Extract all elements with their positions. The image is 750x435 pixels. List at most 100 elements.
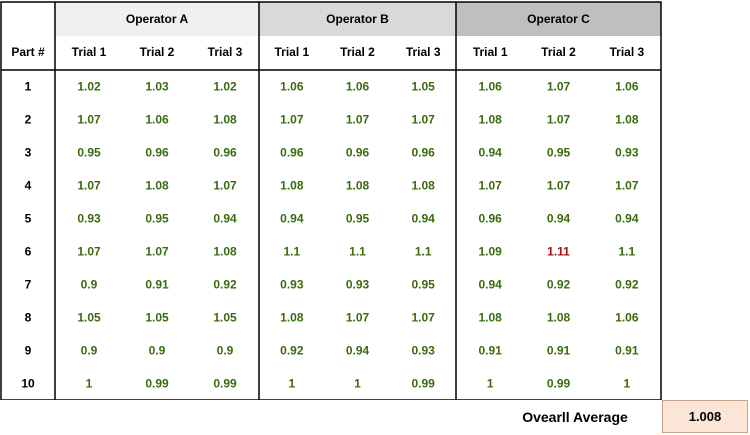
measurement-value: 1.08	[346, 179, 370, 193]
measurement-value: 0.91	[547, 344, 571, 358]
measurement-value: 0.96	[280, 146, 304, 160]
measurement-value: 1.1	[349, 245, 366, 259]
measurement-value: 1.06	[615, 311, 639, 325]
measurement-value: 0.93	[280, 278, 304, 292]
measurement-value: 0.96	[213, 146, 237, 160]
trial-header: Trial 2	[140, 45, 175, 59]
measurement-value: 1.02	[213, 80, 237, 94]
measurement-value: 0.94	[213, 212, 237, 226]
measurement-value: 1.05	[145, 311, 169, 325]
measurement-value: 0.96	[478, 212, 502, 226]
measurement-value: 0.93	[411, 344, 435, 358]
measurement-value: 1.07	[411, 311, 435, 325]
measurement-value: 1.08	[547, 311, 571, 325]
measurement-value: 1.1	[283, 245, 300, 259]
measurement-value: 0.96	[145, 146, 169, 160]
measurement-value: 1.05	[77, 311, 101, 325]
operator-header: Operator B	[326, 12, 389, 26]
measurement-value: 1.07	[77, 245, 101, 259]
measurement-value: 1.05	[411, 80, 435, 94]
part-column-header: Part #	[11, 45, 45, 59]
part-number: 5	[25, 212, 32, 226]
measurement-value: 1.08	[280, 179, 304, 193]
measurement-value: 1.08	[478, 113, 502, 127]
measurement-value: 0.9	[81, 278, 98, 292]
measurement-value: 1	[623, 377, 630, 391]
part-number: 8	[25, 311, 32, 325]
measurement-value: 0.92	[213, 278, 237, 292]
measurement-value: 0.94	[346, 344, 370, 358]
measurement-value: 1.06	[615, 80, 639, 94]
overall-average-label: Ovearll Average	[522, 409, 628, 425]
measurement-value: 0.95	[145, 212, 169, 226]
operator-header: Operator C	[527, 12, 590, 26]
measurement-value: 1.08	[478, 311, 502, 325]
operator-header-bg	[259, 2, 456, 36]
measurement-value: 1	[487, 377, 494, 391]
part-number: 9	[25, 344, 32, 358]
measurement-value: 1.08	[280, 311, 304, 325]
measurement-value: 0.9	[217, 344, 234, 358]
measurement-value: 0.95	[411, 278, 435, 292]
measurement-value: 0.91	[478, 344, 502, 358]
measurement-value: 1.07	[346, 113, 370, 127]
measurement-value: 0.95	[77, 146, 101, 160]
measurement-value: 1.07	[547, 113, 571, 127]
table-border	[0, 1, 662, 400]
measurement-value: 0.91	[145, 278, 169, 292]
measurement-value: 1.02	[77, 80, 101, 94]
measurement-value: 0.92	[280, 344, 304, 358]
measurement-value: 1.06	[346, 80, 370, 94]
measurement-value: 1.09	[478, 245, 502, 259]
measurement-value: 0.92	[547, 278, 571, 292]
measurement-value: 0.94	[547, 212, 571, 226]
trial-header: Trial 3	[208, 45, 243, 59]
trial-header: Trial 2	[541, 45, 576, 59]
measurement-value: 0.93	[77, 212, 101, 226]
part-number: 2	[25, 113, 32, 127]
measurement-value: 0.96	[411, 146, 435, 160]
trial-header: Trial 1	[72, 45, 107, 59]
trial-header: Trial 2	[340, 45, 375, 59]
measurement-value: 0.93	[346, 278, 370, 292]
measurement-value: 0.99	[213, 377, 237, 391]
trial-header: Trial 3	[406, 45, 441, 59]
measurement-value: 1.06	[478, 80, 502, 94]
trial-header: Trial 1	[473, 45, 508, 59]
measurement-value: 1.08	[411, 179, 435, 193]
measurement-value: 1	[86, 377, 93, 391]
measurement-value: 0.99	[547, 377, 571, 391]
measurement-value: 1	[288, 377, 295, 391]
measurement-value: 0.94	[280, 212, 304, 226]
measurement-value: 1.07	[615, 179, 639, 193]
operator-header-bg	[55, 2, 259, 36]
measurement-value: 1.07	[547, 179, 571, 193]
measurement-value: 1.07	[478, 179, 502, 193]
trial-header: Trial 1	[274, 45, 309, 59]
measurement-value: 0.96	[346, 146, 370, 160]
measurement-value: 0.94	[478, 146, 502, 160]
measurement-value: 1.06	[145, 113, 169, 127]
measurement-value: 0.94	[615, 212, 639, 226]
measurement-value: 1.08	[213, 245, 237, 259]
measurement-value: 0.9	[149, 344, 166, 358]
measurement-value: 0.9	[81, 344, 98, 358]
measurement-value: 1.08	[145, 179, 169, 193]
measurement-value: 0.92	[615, 278, 639, 292]
part-number: 6	[25, 245, 32, 259]
operator-header: Operator A	[126, 12, 189, 26]
part-number: 4	[25, 179, 32, 193]
part-number: 7	[25, 278, 32, 292]
measurement-value: 0.99	[145, 377, 169, 391]
operator-header-bg	[456, 2, 661, 36]
measurement-value: 1.07	[145, 245, 169, 259]
measurement-value: 1.08	[213, 113, 237, 127]
part-number: 3	[25, 146, 32, 160]
measurement-value: 1	[354, 377, 361, 391]
measurement-value: 0.99	[411, 377, 435, 391]
msa-data-table: Operator A Operator B Operator C Part # Tria…	[0, 1, 662, 400]
measurement-value: 1.08	[615, 113, 639, 127]
measurement-value: 1.07	[547, 80, 571, 94]
measurement-value: 0.94	[411, 212, 435, 226]
part-number: 1	[25, 80, 32, 94]
